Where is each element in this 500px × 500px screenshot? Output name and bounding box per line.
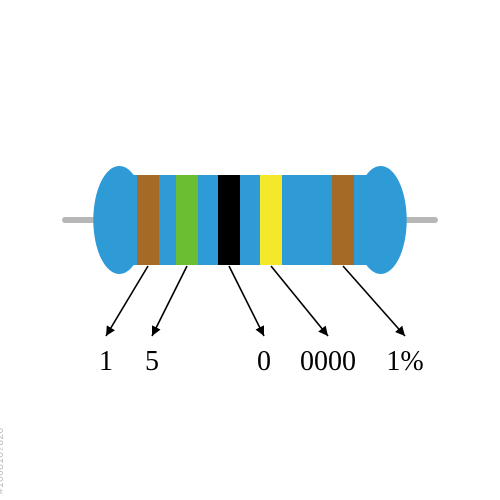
resistor-endcap-right <box>355 166 407 274</box>
band-value-label: 5 <box>145 346 159 377</box>
callout-arrow <box>343 266 405 336</box>
band-2-green <box>176 175 198 265</box>
band-3-black <box>218 175 240 265</box>
callout-arrow <box>106 266 148 336</box>
band-4-yellow <box>260 175 282 265</box>
band-value-label: 0000 <box>300 346 356 377</box>
resistor-diagram: 15000001% <box>0 0 500 500</box>
callout-arrow <box>229 266 264 336</box>
diagram-canvas: 15000001% #1008107820 <box>0 0 500 500</box>
callout-arrow <box>152 266 187 336</box>
band-value-label: 0 <box>257 346 271 377</box>
callout-arrow <box>271 266 328 336</box>
band-1-brown <box>137 175 159 265</box>
band-5-brown <box>332 175 354 265</box>
stock-id-watermark: #1008107820 <box>0 427 6 494</box>
band-value-label: 1% <box>386 346 423 377</box>
band-value-label: 1 <box>99 346 113 377</box>
